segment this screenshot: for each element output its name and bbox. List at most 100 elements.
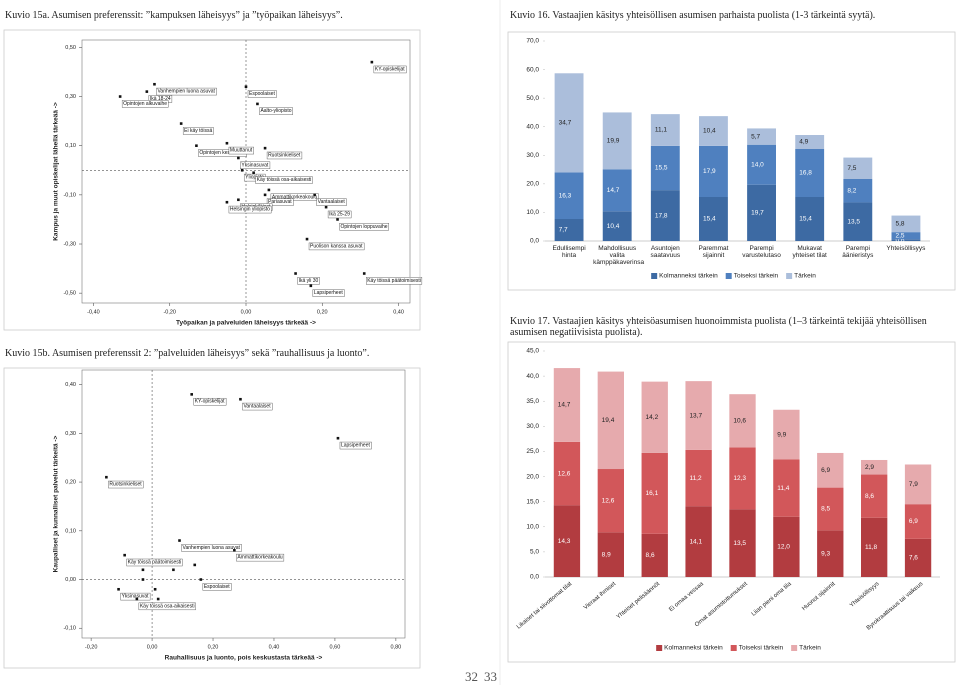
legend-swatch xyxy=(651,273,658,279)
point xyxy=(179,122,183,125)
label-text: Ammattikorkeakoulu xyxy=(272,194,318,200)
page-number: 32 xyxy=(465,669,478,684)
y-tick-label: 20,0 xyxy=(526,181,539,188)
value-label: 10,6 xyxy=(733,418,746,425)
value-label: 13,7 xyxy=(689,412,702,419)
value-label: 6,9 xyxy=(909,518,918,525)
point-label: Ammattikorkeakoulu xyxy=(236,553,285,562)
value-label: 4,9 xyxy=(799,139,808,146)
y-tick-label: 45,0 xyxy=(526,348,539,355)
label-text: Vanhempien luona asuvat xyxy=(183,545,241,551)
y-tick-label: 0,0 xyxy=(530,238,539,245)
value-label: 14,0 xyxy=(751,161,764,168)
y-tick-label: 25,0 xyxy=(526,448,539,455)
bar-segment xyxy=(641,533,668,577)
y-tick-label: 10,0 xyxy=(526,523,539,530)
bar-segment xyxy=(795,135,825,149)
label-box xyxy=(181,544,242,552)
legend-label: Tärkein xyxy=(794,273,816,280)
point xyxy=(225,200,229,204)
point xyxy=(324,205,328,209)
value-label: 7,9 xyxy=(909,481,918,488)
label-box xyxy=(327,210,352,219)
point xyxy=(239,397,242,401)
point xyxy=(135,597,139,601)
y-tick-label: 30,0 xyxy=(526,152,539,159)
label-box xyxy=(228,205,272,214)
bar-segment xyxy=(553,505,581,577)
y-tick-label: 0,10 xyxy=(65,143,76,149)
x-tick-label: 0,40 xyxy=(269,644,280,650)
legend-label: Tärkein xyxy=(799,645,821,652)
label-box xyxy=(266,151,303,160)
point-label: Käy töissä osa-aikaisesti xyxy=(255,176,313,184)
label-box xyxy=(366,277,423,285)
label-text: Lapsiperheet xyxy=(314,290,344,296)
x-tick-label: 0,20 xyxy=(317,309,328,315)
value-label: 10,4 xyxy=(703,128,716,135)
label-box xyxy=(373,65,407,74)
point-label: Muuttanut xyxy=(228,146,254,155)
label-box xyxy=(316,198,347,206)
bar-segment xyxy=(843,157,873,179)
value-label: 14,7 xyxy=(558,402,571,409)
figure-caption: Kuvio 17. Vastaajien käsitys yhteisöasum… xyxy=(510,316,927,338)
label-box xyxy=(255,176,313,184)
label-text: Ruotsinkieliset xyxy=(109,482,142,488)
legend-swatch xyxy=(786,273,793,279)
point-label: Yksinasuvat xyxy=(120,592,151,601)
value-label: 11,4 xyxy=(777,485,790,492)
legend-swatch xyxy=(791,645,798,651)
y-tick-label: 10,0 xyxy=(526,209,539,216)
label-box xyxy=(138,602,196,611)
value-label: 16,8 xyxy=(799,170,812,177)
label-box xyxy=(266,198,294,206)
label-box xyxy=(108,480,144,489)
x-tick-label: Mukavat yhteiset tilat xyxy=(792,245,827,259)
y-tick-label: -0,50 xyxy=(63,291,76,297)
bar-segment xyxy=(861,474,888,518)
value-label: 14,3 xyxy=(558,538,571,545)
bar-segment xyxy=(891,215,921,233)
value-label: 15,4 xyxy=(799,216,812,223)
x-tick-label: 0,80 xyxy=(390,644,401,650)
x-tick-label: Asuntojen saatavuus xyxy=(650,245,681,259)
y-axis-label: Kaupalliset ja kunnalliset palvelut tärk… xyxy=(53,435,60,572)
value-label: 7,7 xyxy=(559,227,568,234)
point xyxy=(294,272,297,275)
bar-segment xyxy=(817,452,844,488)
point-label: Opintojen alkuvaihe xyxy=(121,100,169,108)
label-text: Ruotsinkieliset xyxy=(268,152,301,158)
point xyxy=(240,168,244,172)
bar-segment xyxy=(685,381,712,450)
point-label: Espoolaiset xyxy=(202,583,232,591)
value-label: 9,9 xyxy=(777,431,786,438)
point-label: Ruotsinkieliset xyxy=(108,480,144,489)
x-tick-label: Mahdollisuus valita kämppäkaverinsa xyxy=(593,245,645,266)
label-box xyxy=(312,289,345,297)
point xyxy=(309,284,313,288)
point-label: Yksinasuvat xyxy=(240,161,271,170)
label-text: Käy töissä päätoimisesti xyxy=(367,278,421,284)
label-text: KY-opiskelijat xyxy=(195,399,225,405)
bar-segment xyxy=(597,469,624,533)
bar-segment xyxy=(795,149,825,197)
bar-segment xyxy=(861,459,888,475)
label-text: Vanhempien luona asuvat xyxy=(157,89,215,95)
point xyxy=(305,237,309,241)
x-tick-label: 0,00 xyxy=(147,644,158,650)
label-text: Käy töissä päätoimisesti xyxy=(128,559,182,565)
label-text: Ikä yli 30 xyxy=(299,278,319,284)
label-text: Opintojen loppuvaihe xyxy=(341,224,388,230)
label-text: Aalto-yliopisto xyxy=(260,108,291,114)
label-box xyxy=(182,127,214,135)
bar-segment xyxy=(904,538,932,577)
point-label: Lapsiperheet xyxy=(312,289,345,297)
label-text: Puolison kanssa asuvat xyxy=(310,243,363,249)
bar-segment xyxy=(685,449,712,507)
y-tick-label: -0,30 xyxy=(63,241,76,247)
label-box xyxy=(242,402,273,411)
point-label: Ikä yli 30 xyxy=(297,277,320,285)
y-tick-label: 30,0 xyxy=(526,423,539,430)
y-tick-label: 20,0 xyxy=(526,473,539,480)
